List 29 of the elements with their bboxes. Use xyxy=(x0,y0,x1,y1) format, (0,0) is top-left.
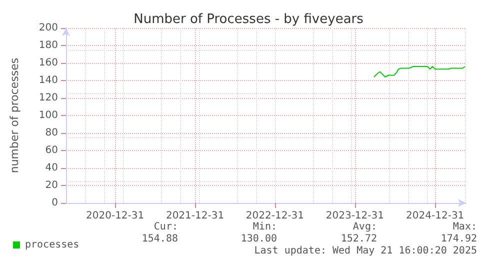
x-tick-label: 2024-12-31 xyxy=(406,210,464,222)
y-tick-label: 180 xyxy=(38,40,58,51)
y-tick-label: 80 xyxy=(45,128,58,138)
x-tick-label: 2022-12-31 xyxy=(246,210,304,222)
chart-title: Number of Processes - by fiveyears xyxy=(134,12,364,27)
y-tick-label: 140 xyxy=(38,75,58,86)
legend-label: processes xyxy=(25,240,80,250)
y-tick-label: 60 xyxy=(45,145,58,156)
y-tick-label: 120 xyxy=(38,92,58,104)
y-tick-label: 160 xyxy=(38,58,58,68)
text: Avg: xyxy=(352,222,377,232)
text: 174.92 xyxy=(440,234,477,244)
y-tick-label: 200 xyxy=(38,22,58,34)
text: 152.72 xyxy=(340,234,377,244)
line-series xyxy=(373,66,466,78)
y-tick-label: 20 xyxy=(45,180,58,191)
x-tick-label: 2023-12-31 xyxy=(326,210,384,222)
x-tick-label: 2021-12-31 xyxy=(166,210,224,222)
x-tick-label: 2020-12-31 xyxy=(86,210,144,222)
y-tick-label: 100 xyxy=(38,110,58,121)
text: 130.00 xyxy=(240,234,277,244)
text: Cur: xyxy=(154,222,178,232)
text: Max: xyxy=(452,222,477,232)
text: Last update: Wed May 21 16:00:20 2025 xyxy=(254,246,477,256)
y-tick-label: 0 xyxy=(52,198,58,208)
text: 154.88 xyxy=(142,234,178,244)
y-axis-title: number of processes xyxy=(8,58,21,174)
text: Min: xyxy=(252,222,277,232)
y-tick-label: 40 xyxy=(45,162,58,174)
